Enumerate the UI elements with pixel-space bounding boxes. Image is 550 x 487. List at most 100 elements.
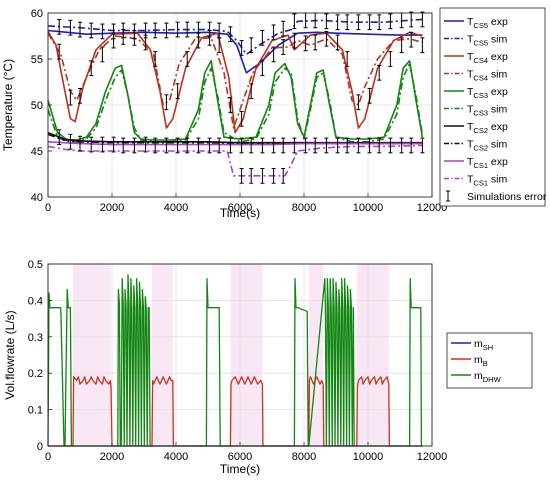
legend-label: TCS4 exp	[467, 51, 508, 65]
y-tick-label: 0.1	[28, 405, 43, 417]
shaded-band	[230, 264, 263, 446]
error-bar	[367, 14, 372, 31]
legend-label: TCS1 sim	[467, 174, 508, 188]
legend-label: TCS3 exp	[467, 86, 508, 100]
error-bar	[324, 137, 329, 154]
error-bar	[281, 167, 286, 184]
flowrate-chart: 0 2000 4000 6000 8000 10000 12000 0 0.1 0.2 0.3 0.4…	[3, 259, 533, 476]
y-axis-label: Temperature (°C)	[1, 59, 15, 151]
y-tick-label: 0.3	[28, 332, 43, 344]
error-bar	[260, 137, 265, 154]
error-bar	[345, 14, 350, 31]
legend-item: TCS3 sim	[444, 104, 508, 118]
error-bar	[57, 129, 62, 146]
error-bar	[271, 167, 276, 184]
error-bar	[399, 137, 404, 154]
error-bar	[100, 23, 105, 40]
error-bar	[111, 32, 116, 49]
series-line-cs4_exp	[47, 30, 423, 134]
error-bar	[175, 137, 180, 154]
error-bar	[313, 34, 318, 51]
error-bar	[100, 136, 105, 153]
x-tick-label: 8000	[292, 451, 316, 463]
error-bar	[377, 137, 382, 154]
legend-label: TCS5 sim	[467, 34, 508, 48]
legend-box	[446, 332, 533, 389]
error-bar	[356, 94, 361, 111]
legend-label: TCS3 sim	[467, 104, 508, 118]
y-tick-label: 45	[31, 146, 43, 158]
error-bar	[196, 137, 201, 154]
error-bar	[420, 137, 425, 154]
error-bar	[324, 30, 329, 47]
error-bar	[89, 22, 94, 39]
error-bar	[164, 94, 169, 111]
legend-item: TCS4 sim	[444, 69, 508, 83]
error-bar	[260, 167, 265, 184]
series-line-m_dhw	[47, 274, 423, 447]
error-bar	[335, 137, 340, 154]
legend-item: mB	[451, 354, 488, 368]
error-bar	[57, 43, 62, 60]
error-bar	[260, 60, 265, 77]
error-bar	[228, 137, 233, 154]
legend-item: TCS5 exp	[444, 16, 508, 30]
error-bar	[388, 137, 393, 154]
x-tick-label: 0	[45, 451, 51, 463]
y-tick-label: 50	[31, 100, 43, 112]
error-bar	[196, 32, 201, 49]
error-bar	[388, 51, 393, 67]
error-bar	[207, 137, 212, 154]
error-bar	[399, 37, 404, 54]
error-bar	[78, 87, 82, 104]
error-bar	[367, 87, 372, 104]
error-bar	[132, 29, 137, 46]
error-bar	[89, 60, 94, 77]
error-bar	[239, 40, 244, 56]
x-tick-label: 8000	[292, 202, 316, 214]
error-bar	[68, 133, 73, 150]
legend-label: TCS1 exp	[467, 156, 508, 170]
legend-item: TCS2 exp	[444, 121, 508, 135]
y-tick-label: 0.4	[28, 295, 43, 307]
error-bar	[175, 21, 180, 38]
error-bar	[249, 137, 254, 154]
legend-label: mB	[474, 354, 488, 368]
error-bar	[388, 13, 393, 30]
error-bar	[153, 137, 158, 154]
error-bar	[239, 167, 244, 184]
error-bar	[78, 135, 82, 152]
error-bar	[303, 137, 308, 154]
error-bar	[281, 137, 286, 154]
series-line-cs2_exp	[47, 131, 423, 144]
error-bar	[281, 39, 286, 55]
error-bar	[313, 137, 318, 154]
shaded-band	[356, 264, 389, 446]
x-tick-label: 6000	[228, 202, 252, 214]
error-bar	[153, 22, 158, 39]
error-bar	[303, 35, 308, 52]
error-bar	[324, 13, 329, 30]
x-tick-label: 2000	[100, 451, 124, 463]
x-axis-label: Time(s)	[220, 206, 260, 220]
legend-item: TCS5 sim	[444, 34, 508, 48]
error-bar	[420, 37, 425, 54]
legend-label: TCS2 sim	[467, 139, 508, 153]
legend-item: mSH	[451, 338, 493, 352]
series-line-m_b	[48, 376, 423, 447]
shaded-band	[152, 264, 173, 446]
error-bar	[271, 24, 276, 41]
error-bar	[367, 137, 372, 154]
error-bar	[249, 167, 254, 184]
x-tick-label: 0	[45, 202, 51, 214]
x-tick-label: 12000	[417, 451, 448, 463]
x-tick-label: 10000	[353, 451, 384, 463]
error-bar	[292, 13, 297, 30]
error-bar	[292, 32, 297, 49]
y-tick-label: 0	[37, 441, 43, 453]
temperature-chart: 0 2000 4000 6000 8000 10000 120004045505560Tim…	[1, 7, 547, 220]
error-bar	[121, 29, 126, 45]
y-axis-label: Vol.flowrate (L/s)	[3, 310, 17, 399]
legend-label: TCS4 sim	[467, 69, 508, 83]
series-line-cs1_exp	[47, 141, 423, 146]
